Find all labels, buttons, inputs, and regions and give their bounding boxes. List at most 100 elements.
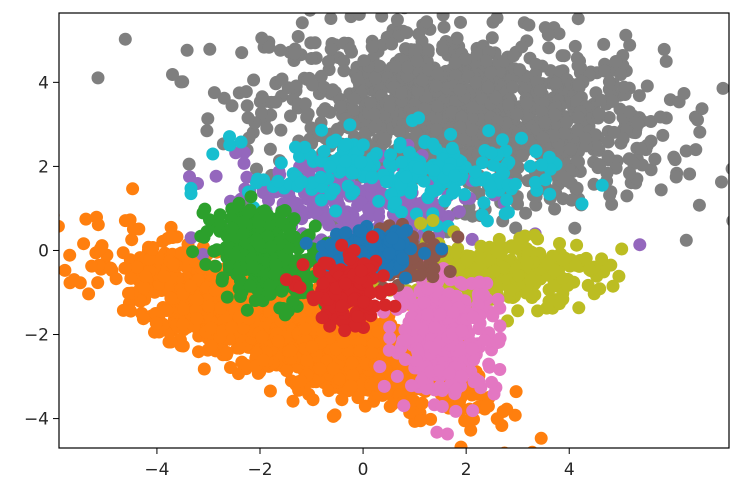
y-tick-label: 4 bbox=[38, 73, 49, 93]
point bbox=[547, 279, 560, 293]
point bbox=[595, 178, 609, 192]
point bbox=[426, 270, 440, 284]
point bbox=[465, 232, 479, 246]
point bbox=[458, 414, 472, 428]
point bbox=[208, 283, 222, 297]
point bbox=[122, 286, 135, 300]
point bbox=[547, 129, 561, 143]
point bbox=[557, 49, 571, 63]
point bbox=[316, 105, 330, 119]
point bbox=[337, 54, 351, 68]
point bbox=[160, 304, 174, 317]
point bbox=[421, 308, 435, 321]
point bbox=[283, 222, 297, 236]
point bbox=[275, 72, 289, 86]
point bbox=[240, 303, 254, 317]
point bbox=[487, 158, 501, 172]
point bbox=[116, 246, 130, 260]
point bbox=[294, 175, 308, 189]
point bbox=[126, 182, 140, 196]
point bbox=[214, 301, 227, 315]
point bbox=[269, 258, 283, 271]
point bbox=[493, 331, 507, 345]
point bbox=[522, 18, 536, 32]
point bbox=[601, 135, 615, 149]
point bbox=[199, 257, 213, 271]
point bbox=[184, 187, 198, 201]
point bbox=[443, 265, 457, 278]
point bbox=[654, 183, 668, 197]
point bbox=[534, 431, 548, 445]
point bbox=[401, 60, 415, 74]
point bbox=[300, 353, 314, 367]
point bbox=[351, 310, 364, 323]
point bbox=[225, 221, 239, 235]
point bbox=[428, 321, 442, 334]
point bbox=[435, 242, 449, 256]
x-tick-label: 4 bbox=[564, 460, 575, 480]
point bbox=[220, 346, 234, 359]
point bbox=[326, 409, 340, 423]
point bbox=[454, 369, 468, 383]
point bbox=[504, 239, 518, 253]
point bbox=[301, 107, 315, 121]
point bbox=[217, 91, 231, 105]
point bbox=[412, 161, 426, 175]
point bbox=[136, 312, 150, 326]
point bbox=[455, 110, 468, 124]
point bbox=[542, 41, 556, 55]
point bbox=[455, 324, 469, 338]
point bbox=[251, 172, 265, 186]
point bbox=[372, 194, 386, 208]
point bbox=[264, 240, 278, 254]
point bbox=[409, 354, 423, 367]
point bbox=[572, 301, 586, 315]
point bbox=[539, 173, 552, 187]
point bbox=[493, 363, 507, 376]
point bbox=[364, 286, 378, 300]
point bbox=[415, 374, 428, 387]
point bbox=[287, 196, 301, 210]
point bbox=[334, 100, 347, 114]
point bbox=[513, 231, 527, 245]
point bbox=[570, 238, 584, 252]
point bbox=[445, 105, 459, 119]
point bbox=[525, 291, 539, 304]
point bbox=[275, 284, 289, 298]
point bbox=[502, 97, 515, 111]
point bbox=[510, 107, 524, 121]
point bbox=[385, 231, 399, 245]
point bbox=[347, 103, 361, 117]
point bbox=[335, 299, 349, 313]
point bbox=[378, 132, 392, 145]
point bbox=[166, 68, 179, 81]
point bbox=[729, 146, 740, 159]
point bbox=[480, 399, 493, 413]
point bbox=[442, 366, 456, 380]
point bbox=[79, 212, 93, 226]
point bbox=[228, 248, 241, 262]
point bbox=[287, 46, 301, 60]
point bbox=[519, 206, 533, 220]
point bbox=[338, 154, 352, 168]
point bbox=[324, 13, 338, 25]
point bbox=[431, 67, 445, 81]
point bbox=[548, 264, 562, 278]
point bbox=[693, 125, 707, 139]
point bbox=[255, 31, 269, 45]
plot-frame bbox=[58, 12, 730, 449]
point bbox=[520, 96, 534, 110]
point bbox=[383, 331, 397, 345]
point bbox=[418, 246, 431, 260]
point bbox=[460, 253, 474, 267]
point bbox=[579, 132, 593, 145]
point bbox=[426, 137, 440, 151]
point bbox=[571, 123, 585, 137]
point bbox=[291, 30, 305, 43]
point bbox=[357, 54, 371, 68]
point bbox=[493, 301, 507, 315]
point bbox=[617, 80, 631, 94]
point bbox=[440, 427, 454, 441]
point bbox=[109, 272, 123, 286]
point bbox=[93, 242, 107, 256]
